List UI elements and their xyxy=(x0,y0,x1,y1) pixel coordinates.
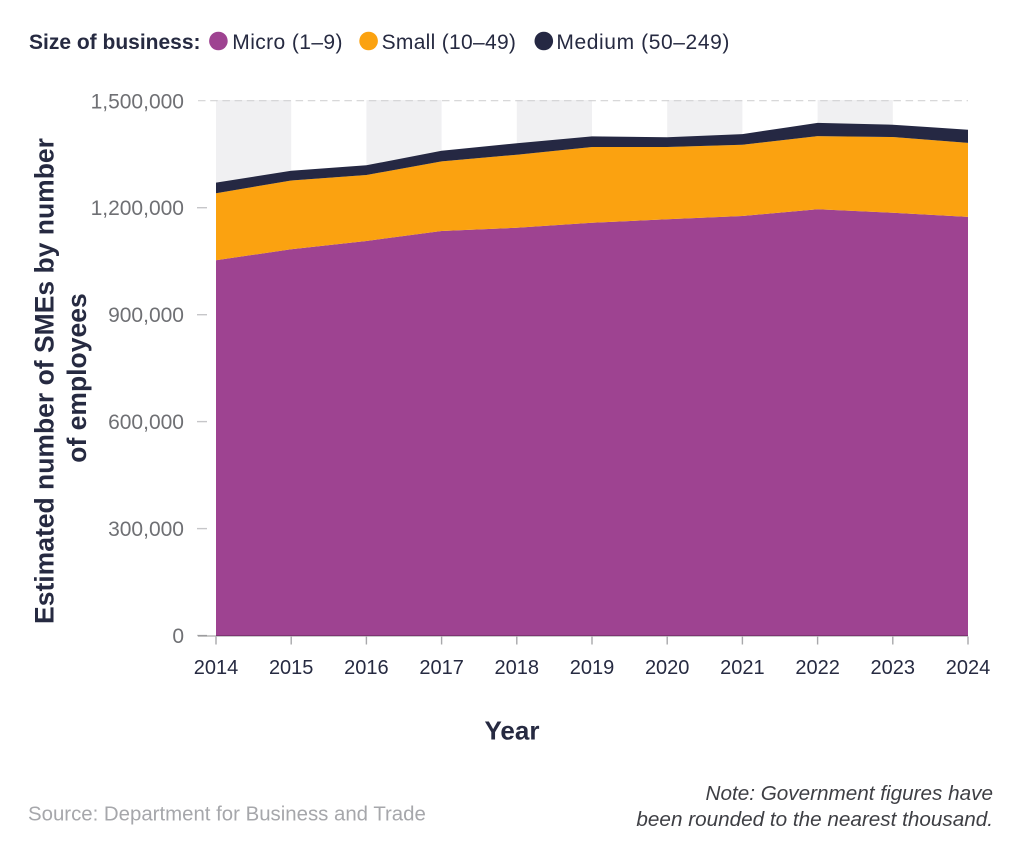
svg-text:2014: 2014 xyxy=(194,657,239,679)
svg-text:2015: 2015 xyxy=(269,657,314,679)
svg-text:1,500,000: 1,500,000 xyxy=(91,91,184,114)
svg-text:2018: 2018 xyxy=(495,657,540,679)
svg-text:2022: 2022 xyxy=(795,657,840,679)
svg-text:Year: Year xyxy=(485,716,540,746)
svg-text:600,000: 600,000 xyxy=(108,411,184,434)
svg-text:been rounded to the nearest th: been rounded to the nearest thousand. xyxy=(636,808,993,831)
svg-text:2024: 2024 xyxy=(946,657,991,679)
svg-text:2017: 2017 xyxy=(419,657,464,679)
svg-text:1,200,000: 1,200,000 xyxy=(91,197,184,220)
svg-text:2019: 2019 xyxy=(570,657,615,679)
svg-text:Note: Government figures have: Note: Government figures have xyxy=(706,782,993,805)
svg-text:Estimated number of SMEs by nu: Estimated number of SMEs by number xyxy=(30,138,60,624)
svg-text:of employees: of employees xyxy=(62,293,92,462)
svg-text:Small (10–49): Small (10–49) xyxy=(382,31,517,54)
svg-text:Micro (1–9): Micro (1–9) xyxy=(232,31,343,54)
svg-text:Size of business:: Size of business: xyxy=(29,31,201,54)
svg-text:Source: Department for Busines: Source: Department for Business and Trad… xyxy=(28,804,426,826)
svg-text:0: 0 xyxy=(172,625,184,648)
svg-text:Medium (50–249): Medium (50–249) xyxy=(556,31,730,54)
svg-text:2016: 2016 xyxy=(344,657,389,679)
svg-text:900,000: 900,000 xyxy=(108,304,184,327)
svg-text:2023: 2023 xyxy=(871,657,916,679)
svg-text:2021: 2021 xyxy=(720,657,765,679)
svg-text:300,000: 300,000 xyxy=(108,518,184,541)
svg-text:2020: 2020 xyxy=(645,657,690,679)
